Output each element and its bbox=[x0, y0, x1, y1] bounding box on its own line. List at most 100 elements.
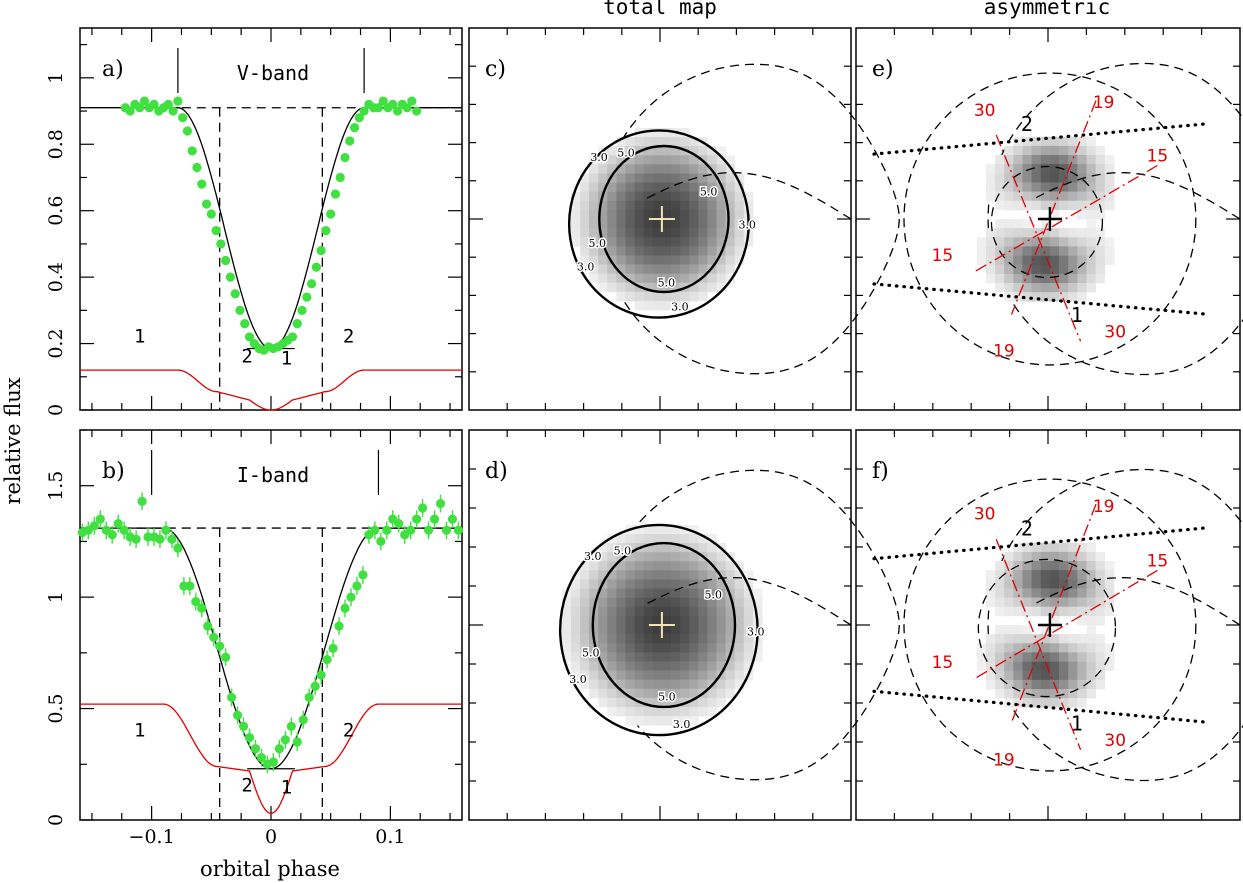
map-pixel bbox=[734, 191, 745, 202]
map-pixel bbox=[1068, 652, 1078, 662]
map-pixel bbox=[607, 579, 617, 589]
map-pixel bbox=[1095, 246, 1106, 256]
map-pixel bbox=[634, 173, 645, 183]
map-pixel bbox=[680, 173, 690, 183]
map-pixel bbox=[680, 679, 690, 690]
map-pixel bbox=[634, 561, 645, 571]
map-pixel bbox=[680, 209, 690, 220]
map-pixel bbox=[1031, 136, 1042, 147]
map-pixel bbox=[1022, 698, 1032, 708]
map-pixel bbox=[652, 237, 663, 247]
map-pixel bbox=[661, 688, 672, 699]
map-pixel bbox=[743, 191, 754, 202]
map-pixel bbox=[734, 615, 745, 626]
map-pixel bbox=[671, 282, 681, 293]
map-pixel bbox=[671, 579, 681, 589]
map-pixel bbox=[589, 597, 599, 608]
map-pixel bbox=[1086, 246, 1096, 256]
map-pixel bbox=[1086, 191, 1096, 202]
map-pixel bbox=[689, 679, 699, 690]
map-pixel bbox=[1068, 597, 1078, 608]
map-pixel bbox=[652, 706, 663, 717]
map-pixel bbox=[1059, 283, 1069, 293]
map-pixel bbox=[1077, 670, 1087, 681]
map-pixel bbox=[571, 670, 581, 680]
map-pixel bbox=[689, 634, 699, 644]
map-pixel bbox=[995, 561, 1005, 571]
map-pixel bbox=[985, 255, 996, 266]
data-point bbox=[250, 744, 261, 754]
map-pixel bbox=[643, 300, 654, 311]
map-pixel bbox=[1095, 670, 1106, 681]
map-pixel bbox=[1022, 136, 1032, 147]
map-pixel bbox=[580, 255, 590, 265]
map-pixel bbox=[616, 543, 626, 553]
stream-marker: 1 bbox=[281, 776, 292, 798]
map-pixel bbox=[589, 643, 599, 653]
map-pixel bbox=[571, 597, 581, 608]
map-pixel bbox=[689, 200, 699, 211]
data-point bbox=[125, 106, 135, 116]
map-pixel bbox=[580, 561, 590, 571]
map-pixel bbox=[571, 588, 581, 599]
map-pixel bbox=[1022, 273, 1032, 284]
map-pixel bbox=[985, 264, 996, 275]
map-pixel bbox=[680, 291, 690, 302]
map-pixel bbox=[643, 200, 654, 211]
map-pixel bbox=[680, 552, 690, 562]
data-point bbox=[352, 581, 362, 591]
map-pixel bbox=[1031, 145, 1042, 156]
map-pixel bbox=[1004, 652, 1014, 662]
map-pixel bbox=[661, 716, 672, 726]
map-pixel bbox=[671, 164, 681, 174]
map-pixel bbox=[589, 273, 599, 284]
map-pixel bbox=[625, 615, 635, 626]
map-pixel bbox=[643, 534, 654, 544]
map-pixel bbox=[625, 246, 635, 256]
map-pixel bbox=[598, 652, 608, 662]
map-pixel bbox=[743, 661, 754, 671]
map-pixel bbox=[698, 209, 708, 220]
data-point bbox=[173, 543, 183, 553]
map-pixel bbox=[1031, 606, 1042, 617]
map-pixel bbox=[1013, 182, 1023, 192]
map-pixel bbox=[1095, 652, 1106, 662]
map-pixel bbox=[652, 606, 663, 617]
map-pixel bbox=[689, 191, 699, 202]
map-pixel bbox=[995, 625, 1005, 635]
map-pixel bbox=[1059, 136, 1069, 147]
map-pixel bbox=[976, 237, 987, 247]
map-pixel bbox=[1031, 661, 1042, 672]
map-pixel bbox=[643, 255, 654, 265]
data-point bbox=[139, 96, 150, 106]
map-pixel bbox=[671, 543, 681, 553]
map-pixel bbox=[671, 570, 681, 580]
map-pixel bbox=[1031, 689, 1042, 699]
map-pixel bbox=[643, 688, 654, 699]
map-pixel bbox=[1077, 689, 1087, 699]
stream-marker: 1 bbox=[134, 719, 145, 741]
contour-3 bbox=[558, 523, 759, 737]
map-pixel bbox=[671, 643, 681, 653]
map-pixel bbox=[652, 716, 663, 726]
map-pixel bbox=[571, 652, 581, 662]
map-pixel bbox=[607, 146, 617, 156]
map-pixel bbox=[625, 688, 635, 699]
map-pixel bbox=[1104, 561, 1115, 571]
map-pixel bbox=[1095, 634, 1106, 644]
map-pixel bbox=[625, 291, 635, 302]
map-pixel bbox=[725, 615, 736, 626]
map-pixel bbox=[580, 219, 590, 229]
map-pixel bbox=[1095, 173, 1106, 183]
map-pixel bbox=[734, 209, 745, 220]
map-pixel bbox=[1086, 643, 1096, 653]
map-pixel bbox=[1095, 273, 1106, 284]
data-point bbox=[354, 113, 364, 123]
map-pixel bbox=[625, 237, 635, 247]
map-pixel bbox=[680, 191, 690, 202]
panel-label: b) bbox=[102, 459, 125, 484]
map-pixel bbox=[616, 182, 626, 193]
map-pixel bbox=[1040, 588, 1051, 598]
stream-marker: 1 bbox=[134, 326, 145, 348]
map-pixel bbox=[1040, 579, 1051, 589]
